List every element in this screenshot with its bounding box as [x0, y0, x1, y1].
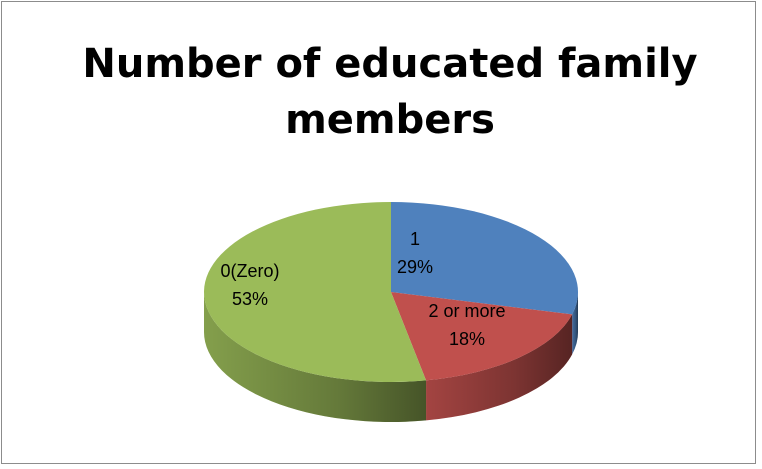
slice	[203, 202, 427, 382]
chart-title: Number of educated family members	[82, 41, 698, 143]
data-label-category: 0(Zero)	[220, 261, 279, 281]
slice	[391, 202, 578, 315]
slice	[391, 292, 573, 381]
data-label-value: 29%	[397, 257, 433, 277]
data-label-value: 18%	[449, 329, 485, 349]
slice-side-shade	[572, 292, 578, 355]
data-label-category: 1	[410, 229, 420, 249]
slice-side-shade	[426, 314, 573, 421]
slice-side-shade	[204, 292, 427, 422]
data-label-value: 53%	[232, 289, 268, 309]
data-label-category: 2 or more	[428, 301, 505, 321]
